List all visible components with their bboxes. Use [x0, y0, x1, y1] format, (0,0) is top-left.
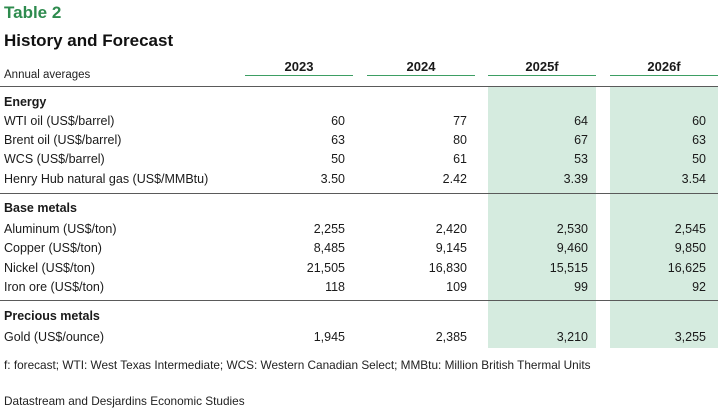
cell-2025f: 15,515 [549, 261, 588, 275]
cell-2026f: 50 [692, 152, 706, 166]
forecast-shading-2025f [488, 86, 596, 348]
cell-2024: 109 [446, 280, 467, 294]
table-title: History and Forecast [4, 31, 174, 50]
row-label: Henry Hub natural gas (US$/MMBtu) [4, 172, 209, 186]
row-label: Copper (US$/ton) [4, 241, 102, 255]
cell-2023: 50 [331, 152, 345, 166]
row-label: Aluminum (US$/ton) [4, 222, 117, 236]
column-header-2023: 2023 [245, 59, 353, 76]
cell-2023: 118 [325, 280, 345, 294]
cell-2025f: 99 [574, 280, 588, 294]
cell-2024: 80 [453, 133, 467, 147]
cell-2023: 60 [331, 114, 345, 128]
cell-2025f: 9,460 [556, 241, 588, 255]
forecast-shading-2026f [610, 86, 718, 348]
cell-2025f: 53 [574, 152, 588, 166]
cell-2024: 2,385 [435, 330, 467, 344]
section-title-base-metals: Base metals [4, 201, 77, 215]
cell-2025f: 67 [574, 133, 588, 147]
cell-2024: 16,830 [428, 261, 467, 275]
row-label: WTI oil (US$/barrel) [4, 114, 115, 128]
units-label: Annual averages [4, 69, 91, 81]
section-title-energy: Energy [4, 95, 47, 109]
cell-2026f: 3,255 [674, 330, 706, 344]
cell-2024: 2.42 [442, 172, 467, 186]
column-header-2026f: 2026f [610, 59, 718, 76]
cell-2026f: 9,850 [674, 241, 706, 255]
cell-2026f: 63 [692, 133, 706, 147]
header-divider [0, 86, 718, 87]
cell-2026f: 92 [692, 280, 706, 294]
column-header-2024: 2024 [367, 59, 475, 76]
section-divider [0, 300, 718, 301]
section-title-precious-metals: Precious metals [4, 309, 100, 323]
cell-2024: 77 [453, 114, 467, 128]
cell-2023: 21,505 [306, 261, 345, 275]
cell-2024: 2,420 [435, 222, 467, 236]
cell-2023: 8,485 [313, 241, 345, 255]
row-label: Brent oil (US$/barrel) [4, 133, 122, 147]
cell-2026f: 60 [692, 114, 706, 128]
cell-2023: 1,945 [313, 330, 345, 344]
row-label: WCS (US$/barrel) [4, 152, 105, 166]
row-label: Gold (US$/ounce) [4, 330, 105, 344]
section-divider [0, 193, 718, 194]
cell-2025f: 3,210 [556, 330, 588, 344]
cell-2026f: 3.54 [681, 172, 706, 186]
cell-2025f: 2,530 [556, 222, 588, 236]
cell-2023: 3.50 [320, 172, 345, 186]
cell-2023: 2,255 [313, 222, 345, 236]
source-note: Datastream and Desjardins Economic Studi… [4, 394, 245, 408]
row-label: Iron ore (US$/ton) [4, 280, 105, 294]
cell-2023: 63 [331, 133, 345, 147]
footnote: f: forecast; WTI: West Texas Intermediat… [4, 358, 591, 372]
table-tag: Table 2 [4, 3, 62, 22]
cell-2024: 61 [453, 152, 467, 166]
column-header-2025f: 2025f [488, 59, 596, 76]
cell-2026f: 16,625 [667, 261, 706, 275]
cell-2025f: 64 [574, 114, 588, 128]
row-label: Nickel (US$/ton) [4, 261, 95, 275]
cell-2025f: 3.39 [563, 172, 588, 186]
cell-2024: 9,145 [435, 241, 467, 255]
cell-2026f: 2,545 [674, 222, 706, 236]
